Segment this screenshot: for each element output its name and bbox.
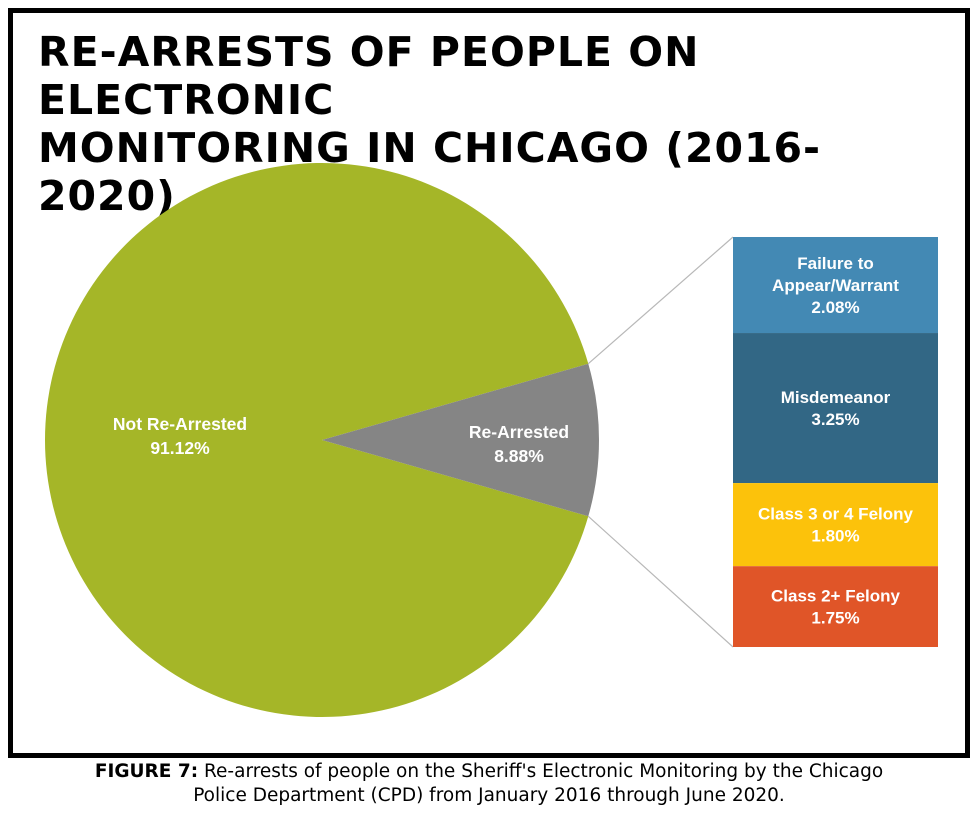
pie-slice-re-arrested-value: 8.88% xyxy=(494,446,544,466)
chart-title: RE-ARRESTS OF PEOPLE ON ELECTRONIC MONIT… xyxy=(38,28,938,220)
caption-text-line-2: Police Department (CPD) from January 201… xyxy=(193,785,785,806)
bar-segment-label-failure-to-appear-warrant: Appear/Warrant xyxy=(772,276,899,295)
connector-line-bottom xyxy=(587,515,734,648)
bar-segment-label-failure-to-appear-warrant: Failure to xyxy=(797,254,874,273)
bar-segment-value-class-3-or-4-felony: 1.80% xyxy=(811,527,859,546)
bar-segment-value-class-2-felony: 1.75% xyxy=(811,609,859,628)
bar-segment-class-2-felony xyxy=(733,566,938,647)
chart-title-line-2: MONITORING IN CHICAGO (2016-2020) xyxy=(38,124,822,220)
bar-segment-label-class-3-or-4-felony: Class 3 or 4 Felony xyxy=(758,505,913,524)
caption-figure-label: FIGURE 7: xyxy=(94,761,199,782)
pie-slice-not-re-arrested xyxy=(44,162,589,718)
bar-segment-misdemeanor xyxy=(733,333,938,484)
pie-slice-not-re-arrested-value: 91.12% xyxy=(150,438,210,458)
pie-slice-not-re-arrested-label: Not Re-Arrested xyxy=(113,414,247,434)
bar-segment-value-misdemeanor: 3.25% xyxy=(811,410,859,429)
bar-segment-value-failure-to-appear-warrant: 2.08% xyxy=(811,298,859,317)
chart-title-line-1: RE-ARRESTS OF PEOPLE ON ELECTRONIC xyxy=(38,28,700,124)
figure-caption: FIGURE 7: Re-arrests of people on the Sh… xyxy=(0,760,978,808)
bar-segment-label-misdemeanor: Misdemeanor xyxy=(781,388,891,407)
bar-segment-label-class-2-felony: Class 2+ Felony xyxy=(771,587,901,606)
bar-segment-failure-to-appear-warrant xyxy=(733,237,938,334)
pie-slice-re-arrested-label: Re-Arrested xyxy=(469,422,569,442)
connector-line-top xyxy=(587,236,734,365)
caption-line-1: FIGURE 7: Re-arrests of people on the Sh… xyxy=(0,760,978,784)
bar-segment-class-3-or-4-felony xyxy=(733,483,938,567)
caption-text-line-1: Re-arrests of people on the Sheriff's El… xyxy=(204,761,884,782)
pie-slice-re-arrested xyxy=(322,363,599,517)
